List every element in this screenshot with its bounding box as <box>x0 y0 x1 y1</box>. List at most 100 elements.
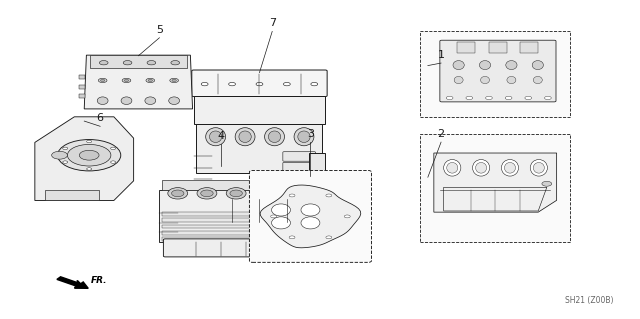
Text: 7: 7 <box>269 18 276 28</box>
Polygon shape <box>434 153 557 212</box>
Circle shape <box>542 181 552 186</box>
Bar <box>79 75 85 79</box>
Ellipse shape <box>454 77 463 84</box>
Ellipse shape <box>239 131 252 143</box>
Circle shape <box>171 61 180 65</box>
Ellipse shape <box>235 128 255 146</box>
Ellipse shape <box>204 191 228 214</box>
Ellipse shape <box>209 131 222 143</box>
Circle shape <box>99 78 107 83</box>
Ellipse shape <box>201 190 213 197</box>
Ellipse shape <box>264 128 284 146</box>
Circle shape <box>58 139 121 171</box>
Circle shape <box>266 211 286 220</box>
Ellipse shape <box>268 131 281 143</box>
Ellipse shape <box>205 128 225 146</box>
Ellipse shape <box>271 217 291 229</box>
Circle shape <box>271 215 276 218</box>
Ellipse shape <box>532 61 543 70</box>
Ellipse shape <box>501 160 518 176</box>
Circle shape <box>311 82 317 86</box>
Circle shape <box>111 147 116 150</box>
Bar <box>79 85 85 89</box>
Text: 3: 3 <box>307 129 314 139</box>
Bar <box>161 219 281 222</box>
Text: 4: 4 <box>218 130 225 141</box>
Bar <box>161 237 281 241</box>
Circle shape <box>124 79 129 82</box>
Circle shape <box>147 61 156 65</box>
Bar <box>458 42 476 53</box>
FancyBboxPatch shape <box>283 162 316 172</box>
Polygon shape <box>84 55 193 109</box>
Circle shape <box>63 147 68 150</box>
Ellipse shape <box>169 97 180 105</box>
Circle shape <box>172 79 176 82</box>
Circle shape <box>99 61 108 65</box>
FancyBboxPatch shape <box>197 198 322 223</box>
Circle shape <box>284 82 291 86</box>
Circle shape <box>344 215 350 218</box>
FancyBboxPatch shape <box>192 70 327 97</box>
Bar <box>520 42 538 53</box>
Text: 2: 2 <box>438 129 445 139</box>
Ellipse shape <box>447 162 458 173</box>
Circle shape <box>525 96 532 100</box>
Ellipse shape <box>271 204 291 216</box>
Ellipse shape <box>97 97 108 105</box>
Bar <box>196 123 323 173</box>
Bar <box>161 180 281 189</box>
Ellipse shape <box>294 128 314 146</box>
FancyBboxPatch shape <box>250 170 371 262</box>
Ellipse shape <box>472 160 490 176</box>
Ellipse shape <box>506 61 517 70</box>
Bar <box>420 134 570 242</box>
Circle shape <box>289 236 295 239</box>
Circle shape <box>289 194 295 197</box>
FancyBboxPatch shape <box>283 184 316 193</box>
Bar <box>159 189 284 242</box>
Text: 1: 1 <box>438 50 445 60</box>
Circle shape <box>52 151 67 159</box>
Bar <box>489 42 507 53</box>
Circle shape <box>146 78 155 83</box>
Ellipse shape <box>481 77 490 84</box>
Ellipse shape <box>121 97 132 105</box>
Ellipse shape <box>476 162 486 173</box>
Circle shape <box>67 145 111 166</box>
Circle shape <box>201 82 208 86</box>
Ellipse shape <box>230 190 243 197</box>
Polygon shape <box>420 32 570 117</box>
Circle shape <box>124 61 132 65</box>
Polygon shape <box>284 189 298 218</box>
Ellipse shape <box>301 217 320 229</box>
Bar <box>161 212 281 216</box>
Circle shape <box>86 140 92 143</box>
Polygon shape <box>260 185 361 248</box>
Circle shape <box>486 96 492 100</box>
Circle shape <box>111 161 116 163</box>
Ellipse shape <box>530 160 547 176</box>
Ellipse shape <box>298 131 310 143</box>
Ellipse shape <box>145 97 156 105</box>
Circle shape <box>86 168 92 170</box>
Ellipse shape <box>507 77 516 84</box>
Bar <box>194 96 325 123</box>
Ellipse shape <box>479 61 491 70</box>
Circle shape <box>148 79 152 82</box>
Ellipse shape <box>168 188 188 199</box>
Circle shape <box>272 214 280 218</box>
Circle shape <box>505 96 512 100</box>
Text: 5: 5 <box>156 25 163 34</box>
Circle shape <box>228 82 236 86</box>
Text: 6: 6 <box>97 113 104 123</box>
Circle shape <box>256 82 263 86</box>
Circle shape <box>170 78 179 83</box>
Circle shape <box>122 78 131 83</box>
Ellipse shape <box>172 190 184 197</box>
FancyBboxPatch shape <box>163 239 279 257</box>
Text: SH21 (Z00B): SH21 (Z00B) <box>564 296 613 305</box>
Ellipse shape <box>197 188 217 199</box>
Circle shape <box>545 96 551 100</box>
Bar <box>90 55 187 68</box>
